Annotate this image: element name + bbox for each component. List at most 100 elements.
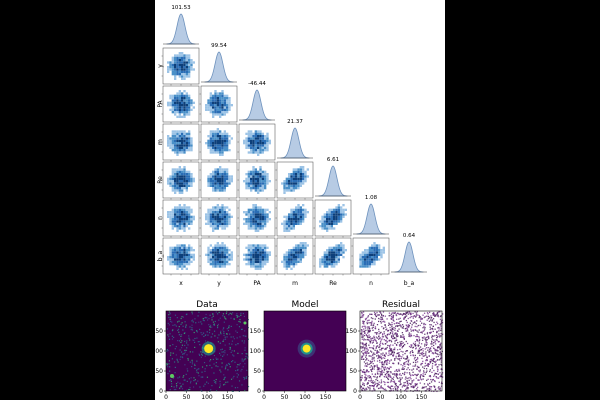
hist2d-bin xyxy=(328,213,331,216)
residual-pixel xyxy=(368,336,370,339)
hist2d-bin xyxy=(371,256,374,259)
hist2d-bin xyxy=(359,256,362,259)
residual-pixel xyxy=(401,340,403,343)
residual-pixel xyxy=(427,313,429,315)
residual-pixel xyxy=(366,351,369,353)
residual-pixel xyxy=(370,313,372,315)
noise-pixel xyxy=(198,311,200,313)
hist2d-bin xyxy=(323,227,326,230)
residual-pixel xyxy=(368,363,371,365)
hist2d-bin xyxy=(378,244,381,247)
residual-pixel xyxy=(435,363,437,365)
hist2d-bin xyxy=(183,61,186,64)
hist2d-bin xyxy=(207,211,210,214)
residual-pixel xyxy=(396,339,398,341)
residual-pixel xyxy=(360,386,362,388)
hist2d-bin xyxy=(295,206,298,209)
hist2d-bin xyxy=(171,99,174,102)
residual-pixel xyxy=(368,322,370,324)
hist2d-bin xyxy=(247,258,250,261)
residual-pixel xyxy=(366,349,368,351)
noise-pixel xyxy=(215,365,217,367)
hist2d-bin xyxy=(226,206,229,209)
hist2d-bin xyxy=(214,97,217,100)
hist2d-bin xyxy=(335,263,338,266)
hist2d-bin xyxy=(302,177,305,180)
hist2d-bin xyxy=(257,142,260,145)
residual-pixel xyxy=(407,317,409,320)
hist2d-bin xyxy=(226,225,229,228)
hist2d-bin xyxy=(359,263,362,266)
hist2d-bin xyxy=(328,222,331,225)
hist2d-bin xyxy=(176,106,179,109)
residual-pixel xyxy=(365,354,367,357)
residual-pixel xyxy=(408,369,411,371)
residual-pixel xyxy=(414,385,416,387)
hist2d-bin xyxy=(223,99,226,102)
hist2d-bin xyxy=(209,213,212,216)
residual-pixel xyxy=(440,328,442,330)
noise-pixel xyxy=(169,366,171,368)
residual-pixel xyxy=(419,331,422,334)
residual-pixel xyxy=(425,368,428,370)
residual-pixel xyxy=(387,385,389,388)
hist2d-bin xyxy=(221,135,224,138)
noise-pixel xyxy=(241,353,243,355)
residual-pixel xyxy=(378,336,380,338)
noise-pixel xyxy=(182,325,184,327)
best-fit-label-b_a: 0.64 xyxy=(403,233,416,239)
residual-pixel xyxy=(394,333,396,335)
noise-pixel xyxy=(178,340,181,342)
hist2d-bin xyxy=(333,263,336,266)
noise-pixel xyxy=(168,335,170,338)
hist2d-bin xyxy=(185,208,188,211)
hist2d-bin xyxy=(219,115,222,118)
residual-pixel xyxy=(414,364,417,366)
hist2d-bin xyxy=(252,177,255,180)
residual-pixel xyxy=(412,385,414,387)
hist2d-bin xyxy=(326,256,329,259)
residual-pixel xyxy=(373,311,376,314)
noise-pixel xyxy=(242,360,244,362)
hist2d-bin xyxy=(261,151,264,154)
hist2d-bin xyxy=(223,137,226,140)
noise-pixel xyxy=(241,340,243,342)
residual-pixel xyxy=(406,377,408,380)
hist2d-bin xyxy=(228,149,231,152)
hist2d-bin xyxy=(190,222,193,225)
hist2d-bin xyxy=(297,258,300,261)
residual-pixel xyxy=(416,374,418,376)
residual-pixel xyxy=(412,368,415,370)
hist2d-bin xyxy=(181,184,184,187)
residual-pixel xyxy=(436,366,438,368)
panel-title: Residual xyxy=(382,300,420,310)
hist2d-bin xyxy=(295,182,298,185)
hist2d-bin xyxy=(174,180,177,183)
hist2d-bin xyxy=(330,251,333,254)
hist2d-bin xyxy=(223,108,226,111)
hist2d-bin xyxy=(254,211,257,214)
residual-pixel xyxy=(389,387,391,389)
residual-pixel xyxy=(417,358,419,360)
residual-pixel xyxy=(366,332,369,334)
residual-pixel xyxy=(404,365,406,368)
hist2d-bin xyxy=(190,184,193,187)
noise-pixel xyxy=(242,366,244,368)
hist2d-bin xyxy=(214,265,217,268)
residual-pixel xyxy=(363,320,365,323)
residual-pixel xyxy=(371,368,373,370)
hist2d-bin xyxy=(212,265,215,268)
hist2d-bin xyxy=(190,101,193,104)
hist2d-bin xyxy=(178,101,181,104)
hist2d-bin xyxy=(226,222,229,225)
hist2d-bin xyxy=(250,215,253,218)
residual-pixel xyxy=(417,352,419,354)
hist2d-bin xyxy=(221,253,224,256)
residual-pixel xyxy=(377,387,380,390)
hist2d-bin xyxy=(181,149,184,152)
hist2d-bin xyxy=(190,108,193,111)
hist2d-bin xyxy=(250,180,253,183)
hist2d-bin xyxy=(167,213,170,216)
residual-pixel xyxy=(366,321,368,324)
